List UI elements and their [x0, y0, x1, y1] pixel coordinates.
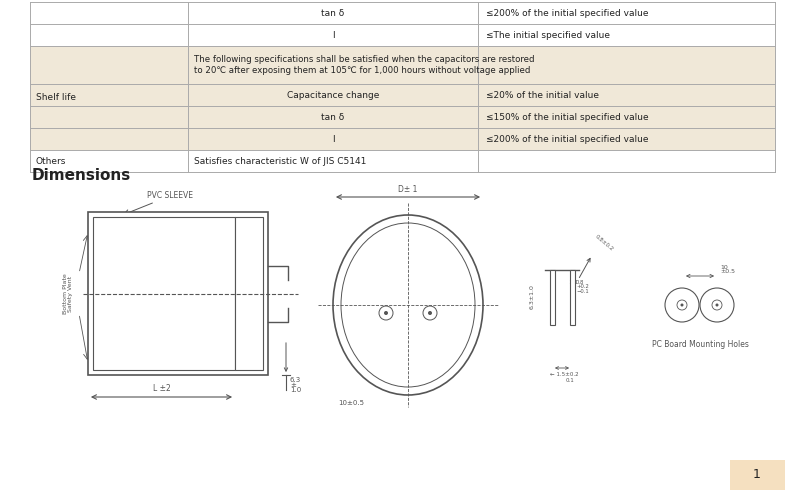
- Bar: [550, 270, 555, 325]
- Bar: [30, 2, 775, 24]
- Text: Capacitance change: Capacitance change: [287, 91, 379, 99]
- Text: Satisfies characteristic W of JIS C5141: Satisfies characteristic W of JIS C5141: [194, 156, 366, 165]
- Bar: [730, 460, 785, 490]
- Ellipse shape: [341, 223, 475, 387]
- Text: I: I: [332, 31, 334, 40]
- Text: Dimensions: Dimensions: [32, 168, 131, 183]
- Circle shape: [681, 303, 684, 306]
- Text: ≤150% of the initial specified value: ≤150% of the initial specified value: [486, 112, 649, 121]
- Text: 0.1: 0.1: [566, 378, 575, 383]
- Circle shape: [716, 303, 719, 306]
- Bar: [235, 217, 263, 370]
- Bar: [88, 212, 268, 375]
- Text: 10±0.5: 10±0.5: [338, 400, 364, 406]
- Text: PVC SLEEVE: PVC SLEEVE: [147, 191, 193, 200]
- Bar: [30, 84, 775, 106]
- Bar: [30, 128, 775, 150]
- Text: ≤200% of the initial specified value: ≤200% of the initial specified value: [486, 8, 649, 17]
- Text: 0.8
+0.2
−0.1: 0.8 +0.2 −0.1: [576, 280, 589, 294]
- Text: 6.3±1.0: 6.3±1.0: [529, 285, 534, 309]
- Text: Bottom Plate
Safety Vent: Bottom Plate Safety Vent: [63, 273, 73, 314]
- Circle shape: [428, 311, 432, 315]
- Text: Shelf life: Shelf life: [36, 94, 76, 102]
- Bar: [93, 217, 235, 370]
- Text: ≤20% of the initial value: ≤20% of the initial value: [486, 91, 599, 99]
- Bar: [30, 150, 775, 172]
- Text: The following specifications shall be satisfied when the capacitors are restored: The following specifications shall be sa…: [194, 55, 534, 75]
- Bar: [30, 46, 775, 84]
- Ellipse shape: [333, 215, 483, 395]
- Text: D± 1: D± 1: [398, 185, 418, 194]
- Text: I: I: [332, 135, 334, 144]
- Text: L ±2: L ±2: [153, 384, 170, 393]
- Text: ← 1.5±0.2: ← 1.5±0.2: [550, 372, 579, 377]
- Text: tan δ: tan δ: [322, 112, 345, 121]
- Text: ≤The initial specified value: ≤The initial specified value: [486, 31, 610, 40]
- Text: PC Board Mounting Holes: PC Board Mounting Holes: [652, 340, 748, 349]
- Bar: [30, 24, 775, 46]
- Text: tan δ: tan δ: [322, 8, 345, 17]
- Text: 6.3
±
1.0: 6.3 ± 1.0: [290, 377, 301, 394]
- Text: 0.8±0.2: 0.8±0.2: [594, 234, 615, 252]
- Text: ≤200% of the initial specified value: ≤200% of the initial specified value: [486, 135, 649, 144]
- Bar: [30, 106, 775, 128]
- Text: Others: Others: [36, 156, 66, 165]
- Circle shape: [384, 311, 388, 315]
- Bar: [570, 270, 575, 325]
- Text: 1: 1: [753, 468, 761, 482]
- Text: 10
±0.5: 10 ±0.5: [720, 265, 735, 274]
